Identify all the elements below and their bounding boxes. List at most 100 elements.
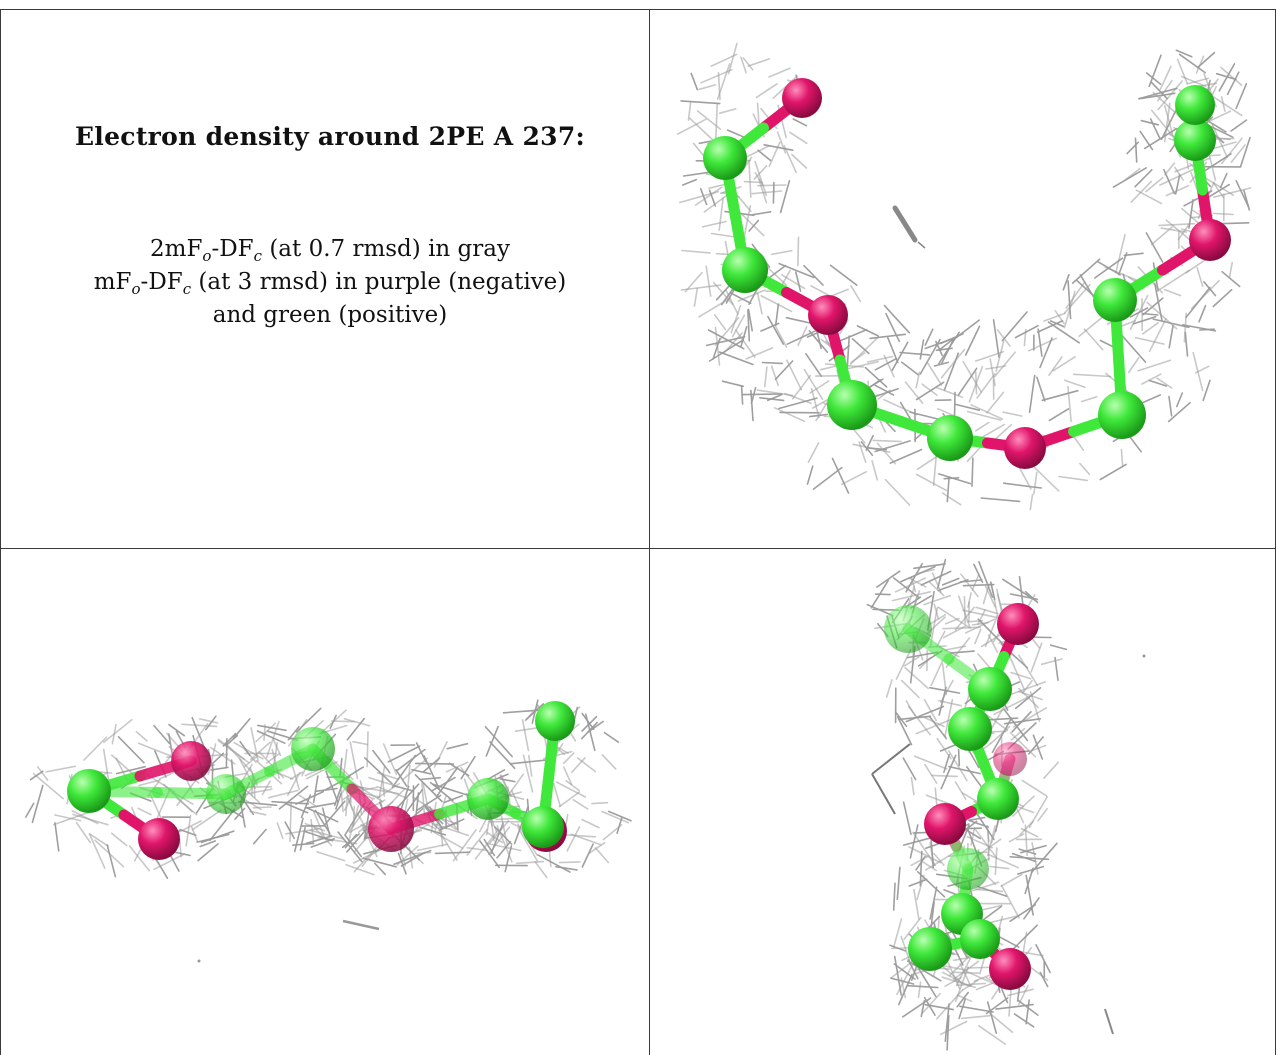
mesh-segment — [32, 773, 65, 800]
mesh-segment — [779, 180, 791, 214]
mesh-segment — [767, 315, 785, 345]
mesh-segment — [988, 1012, 1014, 1034]
mesh-segment — [734, 329, 756, 358]
mesh-segment — [209, 808, 236, 842]
mesh-segment — [915, 473, 948, 492]
mesh-segment — [784, 392, 812, 405]
mesh-segment — [970, 826, 976, 846]
mesh-segment — [930, 774, 959, 778]
mesh-segment — [705, 335, 746, 347]
mesh-segment — [581, 843, 594, 868]
mesh-segment — [54, 822, 60, 852]
mesh-segment — [993, 695, 1030, 716]
mesh-segment — [747, 58, 770, 67]
mesh-segment — [899, 715, 932, 721]
mesh-segment — [1035, 943, 1051, 974]
mesh-segment — [713, 313, 727, 331]
mesh-segment — [1134, 169, 1153, 188]
mesh-segment — [353, 841, 382, 873]
mesh-segment — [1163, 105, 1177, 145]
mesh-segment — [24, 802, 35, 818]
mesh-segment — [785, 316, 813, 325]
mesh-segment — [1030, 642, 1043, 673]
mesh-segment — [1036, 376, 1046, 402]
mesh-segment — [1145, 72, 1162, 85]
mesh-segment — [197, 843, 219, 862]
mesh-segment — [1174, 166, 1184, 181]
mesh-segment — [885, 679, 893, 698]
mesh-segment — [767, 394, 782, 402]
carbon-atom — [908, 927, 952, 971]
mesh-segment — [908, 846, 942, 864]
caption-line-colors: and green (positive) — [212, 302, 448, 328]
mesh-segment — [690, 72, 699, 91]
mesh-segment — [764, 366, 768, 388]
mesh-segment — [306, 802, 337, 809]
mesh-segment — [153, 853, 186, 871]
mesh-segment — [415, 794, 442, 812]
mesh-segment — [729, 292, 752, 305]
mesh-segment — [894, 577, 927, 593]
mesh-segment — [1145, 176, 1164, 193]
mesh-segment — [407, 764, 411, 788]
mesh-segment — [1039, 337, 1053, 369]
mesh-segment — [1141, 321, 1159, 335]
mesh-segment — [485, 842, 522, 852]
stray-density-fragment — [871, 773, 896, 815]
mesh-segment — [984, 615, 999, 648]
mesh-segment — [774, 303, 780, 327]
mesh-segment — [809, 380, 830, 394]
mesh-segment — [1037, 328, 1043, 358]
mesh-segment — [906, 984, 939, 989]
mesh-segment — [909, 645, 916, 684]
mesh-segment — [337, 831, 363, 863]
mesh-segment — [940, 348, 966, 379]
mesh-segment — [722, 332, 743, 355]
mesh-segment — [1008, 655, 1026, 691]
mesh-segment — [437, 822, 457, 830]
mesh-segment — [1140, 119, 1160, 126]
mesh-segment — [185, 814, 192, 847]
mesh-segment — [616, 817, 623, 835]
mesh-segment — [1001, 311, 1028, 342]
mesh-segment — [973, 563, 984, 584]
mesh-segment — [903, 916, 922, 941]
mesh-segment — [200, 830, 235, 844]
mesh-segment — [1195, 55, 1205, 74]
mesh-segment — [1211, 95, 1243, 117]
mesh-segment — [1156, 377, 1173, 389]
mesh-segment — [1020, 827, 1039, 838]
mesh-segment — [946, 476, 950, 503]
mesh-segment — [1164, 162, 1176, 176]
mesh-segment — [786, 359, 803, 391]
mesh-segment — [995, 340, 1005, 372]
mesh-segment — [298, 794, 318, 808]
mesh-segment — [680, 100, 721, 105]
mesh-segment — [483, 838, 496, 857]
mesh-segment — [249, 741, 271, 761]
mesh-segment — [1009, 731, 1037, 758]
mesh-segment — [768, 141, 781, 168]
mesh-segment — [883, 398, 918, 416]
mesh-segment — [964, 618, 996, 634]
mesh-segment — [1230, 144, 1246, 163]
mesh-segment — [205, 715, 217, 731]
mesh-segment — [285, 827, 320, 835]
mesh-segment — [977, 1024, 1007, 1045]
mesh-segment — [865, 434, 874, 451]
stray-density-dot — [197, 959, 201, 963]
mesh-segment — [395, 768, 408, 787]
mesh-segment — [745, 347, 774, 360]
mesh-segment — [1176, 58, 1189, 84]
stray-density-fragment — [892, 205, 918, 243]
mesh-segment — [500, 774, 509, 792]
mesh-segment — [36, 766, 49, 781]
mesh-segment — [1186, 77, 1209, 85]
mesh-segment — [289, 771, 304, 780]
mesh-segment — [361, 824, 378, 858]
mesh-segment — [803, 264, 824, 286]
carbon-atom — [884, 605, 932, 653]
mesh-segment — [867, 447, 887, 451]
mesh-segment — [916, 568, 935, 575]
mesh-segment — [310, 823, 333, 847]
